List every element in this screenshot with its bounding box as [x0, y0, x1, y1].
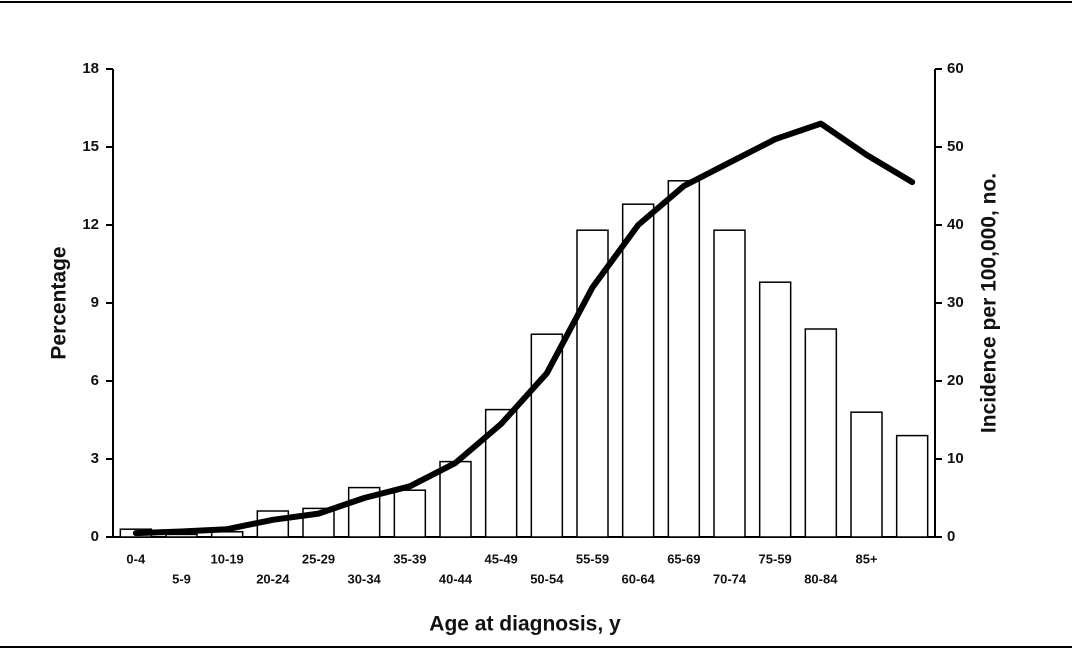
y2-tick-label: 40 [947, 216, 964, 233]
x-tick-label: 45-49 [485, 551, 518, 566]
y2-axis-title: Incidence per 100,000, no. [978, 173, 1001, 433]
bar [895, 434, 929, 538]
x-tick-label: 35-39 [393, 551, 426, 566]
y-tick-label: 9 [91, 294, 99, 311]
x-tick-label: 65-69 [667, 551, 700, 566]
x-tick-label: 50-54 [530, 571, 564, 586]
bar [804, 328, 838, 538]
y-tick-label: 18 [82, 60, 99, 77]
x-tick-label: 25-29 [302, 551, 335, 566]
y-tick-label: 6 [91, 372, 99, 389]
bar [758, 281, 792, 538]
x-axis-title: Age at diagnosis, y [429, 613, 621, 636]
y2-tick-label: 30 [947, 294, 964, 311]
y-tick-label: 12 [82, 216, 99, 233]
y-axis-title: Percentage [48, 246, 71, 359]
x-tick-label: 70-74 [713, 571, 747, 586]
x-tick-label: 5-9 [172, 571, 191, 586]
bar [484, 408, 518, 538]
bar [621, 203, 655, 538]
bar [667, 180, 701, 538]
bar [393, 489, 427, 538]
x-tick-label: 0-4 [126, 551, 146, 566]
x-tick-label: 60-64 [622, 571, 656, 586]
bar [713, 229, 746, 538]
y2-tick-label: 20 [947, 372, 964, 389]
y2-tick-label: 60 [947, 60, 964, 77]
bar [530, 333, 564, 538]
y-tick-label: 3 [91, 450, 99, 467]
y-tick-label: 15 [82, 138, 99, 155]
y2-tick-label: 50 [947, 138, 964, 155]
x-tick-label: 20-24 [256, 571, 290, 586]
x-tick-label: 10-19 [211, 551, 244, 566]
bar [439, 460, 472, 538]
y2-tick-label: 0 [947, 528, 955, 545]
bar [850, 411, 883, 538]
x-tick-label: 30-34 [348, 571, 382, 586]
x-tick-label: 55-59 [576, 551, 609, 566]
x-tick-label: 40-44 [439, 571, 473, 586]
bar [576, 229, 609, 538]
x-tick-label: 80-84 [804, 571, 838, 586]
y2-tick-label: 10 [947, 450, 964, 467]
x-tick-label: 75-59 [759, 551, 792, 566]
line [132, 120, 916, 537]
y-tick-label: 0 [91, 528, 99, 545]
x-tick-label: 85+ [855, 551, 877, 566]
